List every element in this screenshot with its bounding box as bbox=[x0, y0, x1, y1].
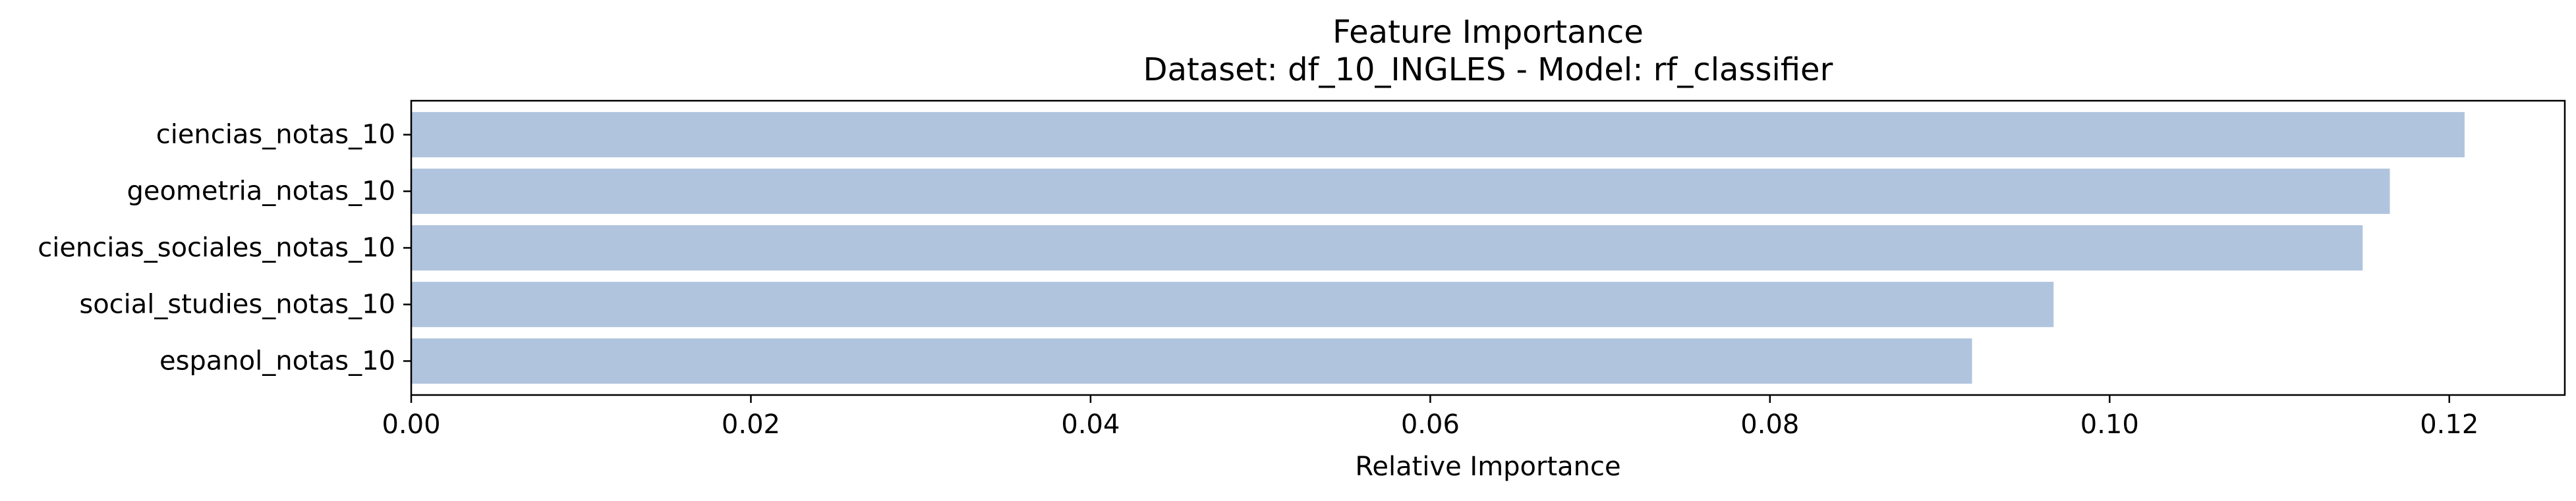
bars-group bbox=[411, 112, 2465, 384]
x-tick-label: 0.12 bbox=[2420, 409, 2478, 440]
plot-frame bbox=[410, 99, 2566, 396]
x-tick-label: 0.04 bbox=[1061, 409, 1120, 440]
y-tick-label: espanol_notas_10 bbox=[159, 346, 395, 376]
chart-subtitle: Dataset: df_10_INGLES - Model: rf_classi… bbox=[1143, 51, 1833, 88]
x-tick-label: 0.06 bbox=[1401, 409, 1460, 440]
x-axis-ticks: 0.00 0.02 0.04 0.06 0.08 0.10 0.12 bbox=[382, 395, 2478, 440]
y-tick-label: geometria_notas_10 bbox=[127, 176, 395, 207]
y-axis-ticks: ciencias_notas_10 geometria_notas_10cienc… bbox=[38, 120, 411, 376]
bar-ciencias_notas_10 bbox=[411, 112, 2465, 157]
bar-social_studies_notas_10 bbox=[411, 282, 2054, 327]
x-tick-label: 0.10 bbox=[2080, 409, 2139, 440]
chart-title: Feature Importance bbox=[1332, 14, 1644, 51]
y-tick-label: ciencias_sociales_notas_10 bbox=[38, 233, 395, 263]
x-tick-label: 0.02 bbox=[722, 409, 780, 440]
x-tick-label: 0.08 bbox=[1740, 409, 1799, 440]
bar-geometria_notas_10 bbox=[411, 169, 2390, 214]
y-tick-label: ciencias_notas_10 bbox=[156, 120, 395, 150]
x-tick-label: 0.00 bbox=[382, 409, 440, 440]
y-tick-label: social_studies_notas_10 bbox=[79, 289, 395, 319]
bar-ciencias_sociales_notas_10 bbox=[411, 225, 2363, 271]
x-axis-label: Relative Importance bbox=[1355, 452, 1620, 482]
bar-espanol_notas_10 bbox=[411, 338, 1972, 384]
